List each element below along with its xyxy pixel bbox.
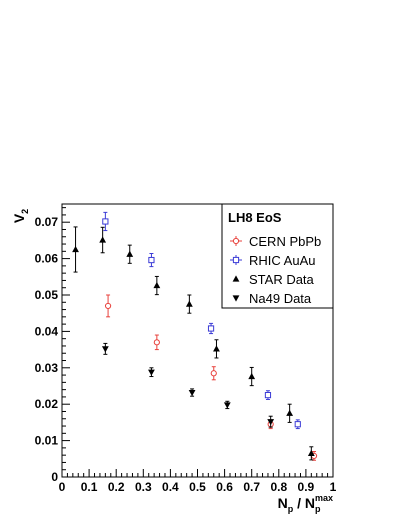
legend-label: CERN PbPb [249, 234, 321, 249]
x-tick-label: 1 [330, 480, 337, 494]
data-point [223, 402, 231, 409]
legend-label: Na49 Data [249, 291, 312, 306]
series-down-triangle [101, 342, 275, 428]
data-point [148, 369, 155, 376]
y-tick-label: 0.06 [35, 252, 59, 266]
data-point [207, 325, 215, 332]
x-tick-label: 0.5 [189, 480, 206, 494]
data-point [126, 250, 134, 257]
legend-label: STAR Data [249, 272, 315, 287]
x-axis-title: Np / Nmax p [278, 493, 333, 514]
legend-title: LH8 EoS [228, 210, 282, 225]
legend-marker [232, 295, 240, 302]
data-point [102, 218, 109, 225]
x-tick-label: 0.2 [108, 480, 125, 494]
data-point [210, 370, 217, 377]
x-tick-label: 0.3 [135, 480, 152, 494]
x-tick-label: 0.8 [270, 480, 287, 494]
axis-ticks [61, 207, 334, 478]
series-up-triangle [72, 226, 315, 461]
data-point [307, 449, 315, 456]
data-point [72, 245, 79, 253]
svg-text:V2: V2 [11, 209, 30, 223]
legend-box [221, 203, 334, 309]
legend-marker [232, 256, 240, 264]
data-point [153, 281, 161, 289]
data-point [213, 345, 220, 352]
x-tick-label: 0 [59, 480, 66, 494]
legend-marker [232, 275, 240, 282]
legend-entries: CERN PbPb RHIC AuAu STAR Data Na49 Data [230, 234, 321, 306]
y-tick-label: 0.04 [35, 324, 59, 338]
data-point [185, 300, 193, 307]
y-tick-labels: 0 0.01 0.02 0.03 0.04 0.05 0.06 0.07 [35, 215, 59, 484]
y-tick-label: 0.07 [35, 215, 59, 229]
data-series [72, 211, 318, 461]
legend-label: RHIC AuAu [249, 253, 315, 268]
data-point [267, 419, 275, 426]
data-point [153, 339, 160, 346]
x-tick-label: 0.4 [162, 480, 179, 494]
data-point [188, 389, 196, 397]
data-point [248, 372, 256, 380]
y-tick-label: 0.03 [35, 361, 59, 375]
data-point [294, 421, 301, 428]
data-point [286, 409, 294, 416]
data-point [99, 236, 107, 243]
data-point [264, 392, 272, 399]
legend-marker [232, 237, 240, 245]
x-tick-label: 0.6 [216, 480, 233, 494]
y-tick-label: 0.01 [35, 434, 59, 448]
y-axis-title: V2 [11, 209, 30, 223]
y-tick-label: 0.05 [35, 288, 59, 302]
legend: LH8 EoS CERN PbPb RHIC AuAu STAR Data Na49 … [221, 203, 334, 309]
data-point [104, 302, 112, 310]
series-open-square [102, 211, 301, 430]
x-tick-label: 0.9 [298, 480, 315, 494]
y-tick-label: 0 [51, 470, 58, 484]
x-tick-label: 0.1 [81, 480, 98, 494]
x-tick-labels: 0 0.1 0.2 0.3 0.4 0.5 0.6 0.7 0.8 0.9 1 [59, 480, 337, 494]
data-point [101, 346, 109, 353]
data-point [148, 256, 155, 264]
x-tick-label: 0.7 [243, 480, 260, 494]
y-tick-label: 0.02 [35, 397, 59, 411]
